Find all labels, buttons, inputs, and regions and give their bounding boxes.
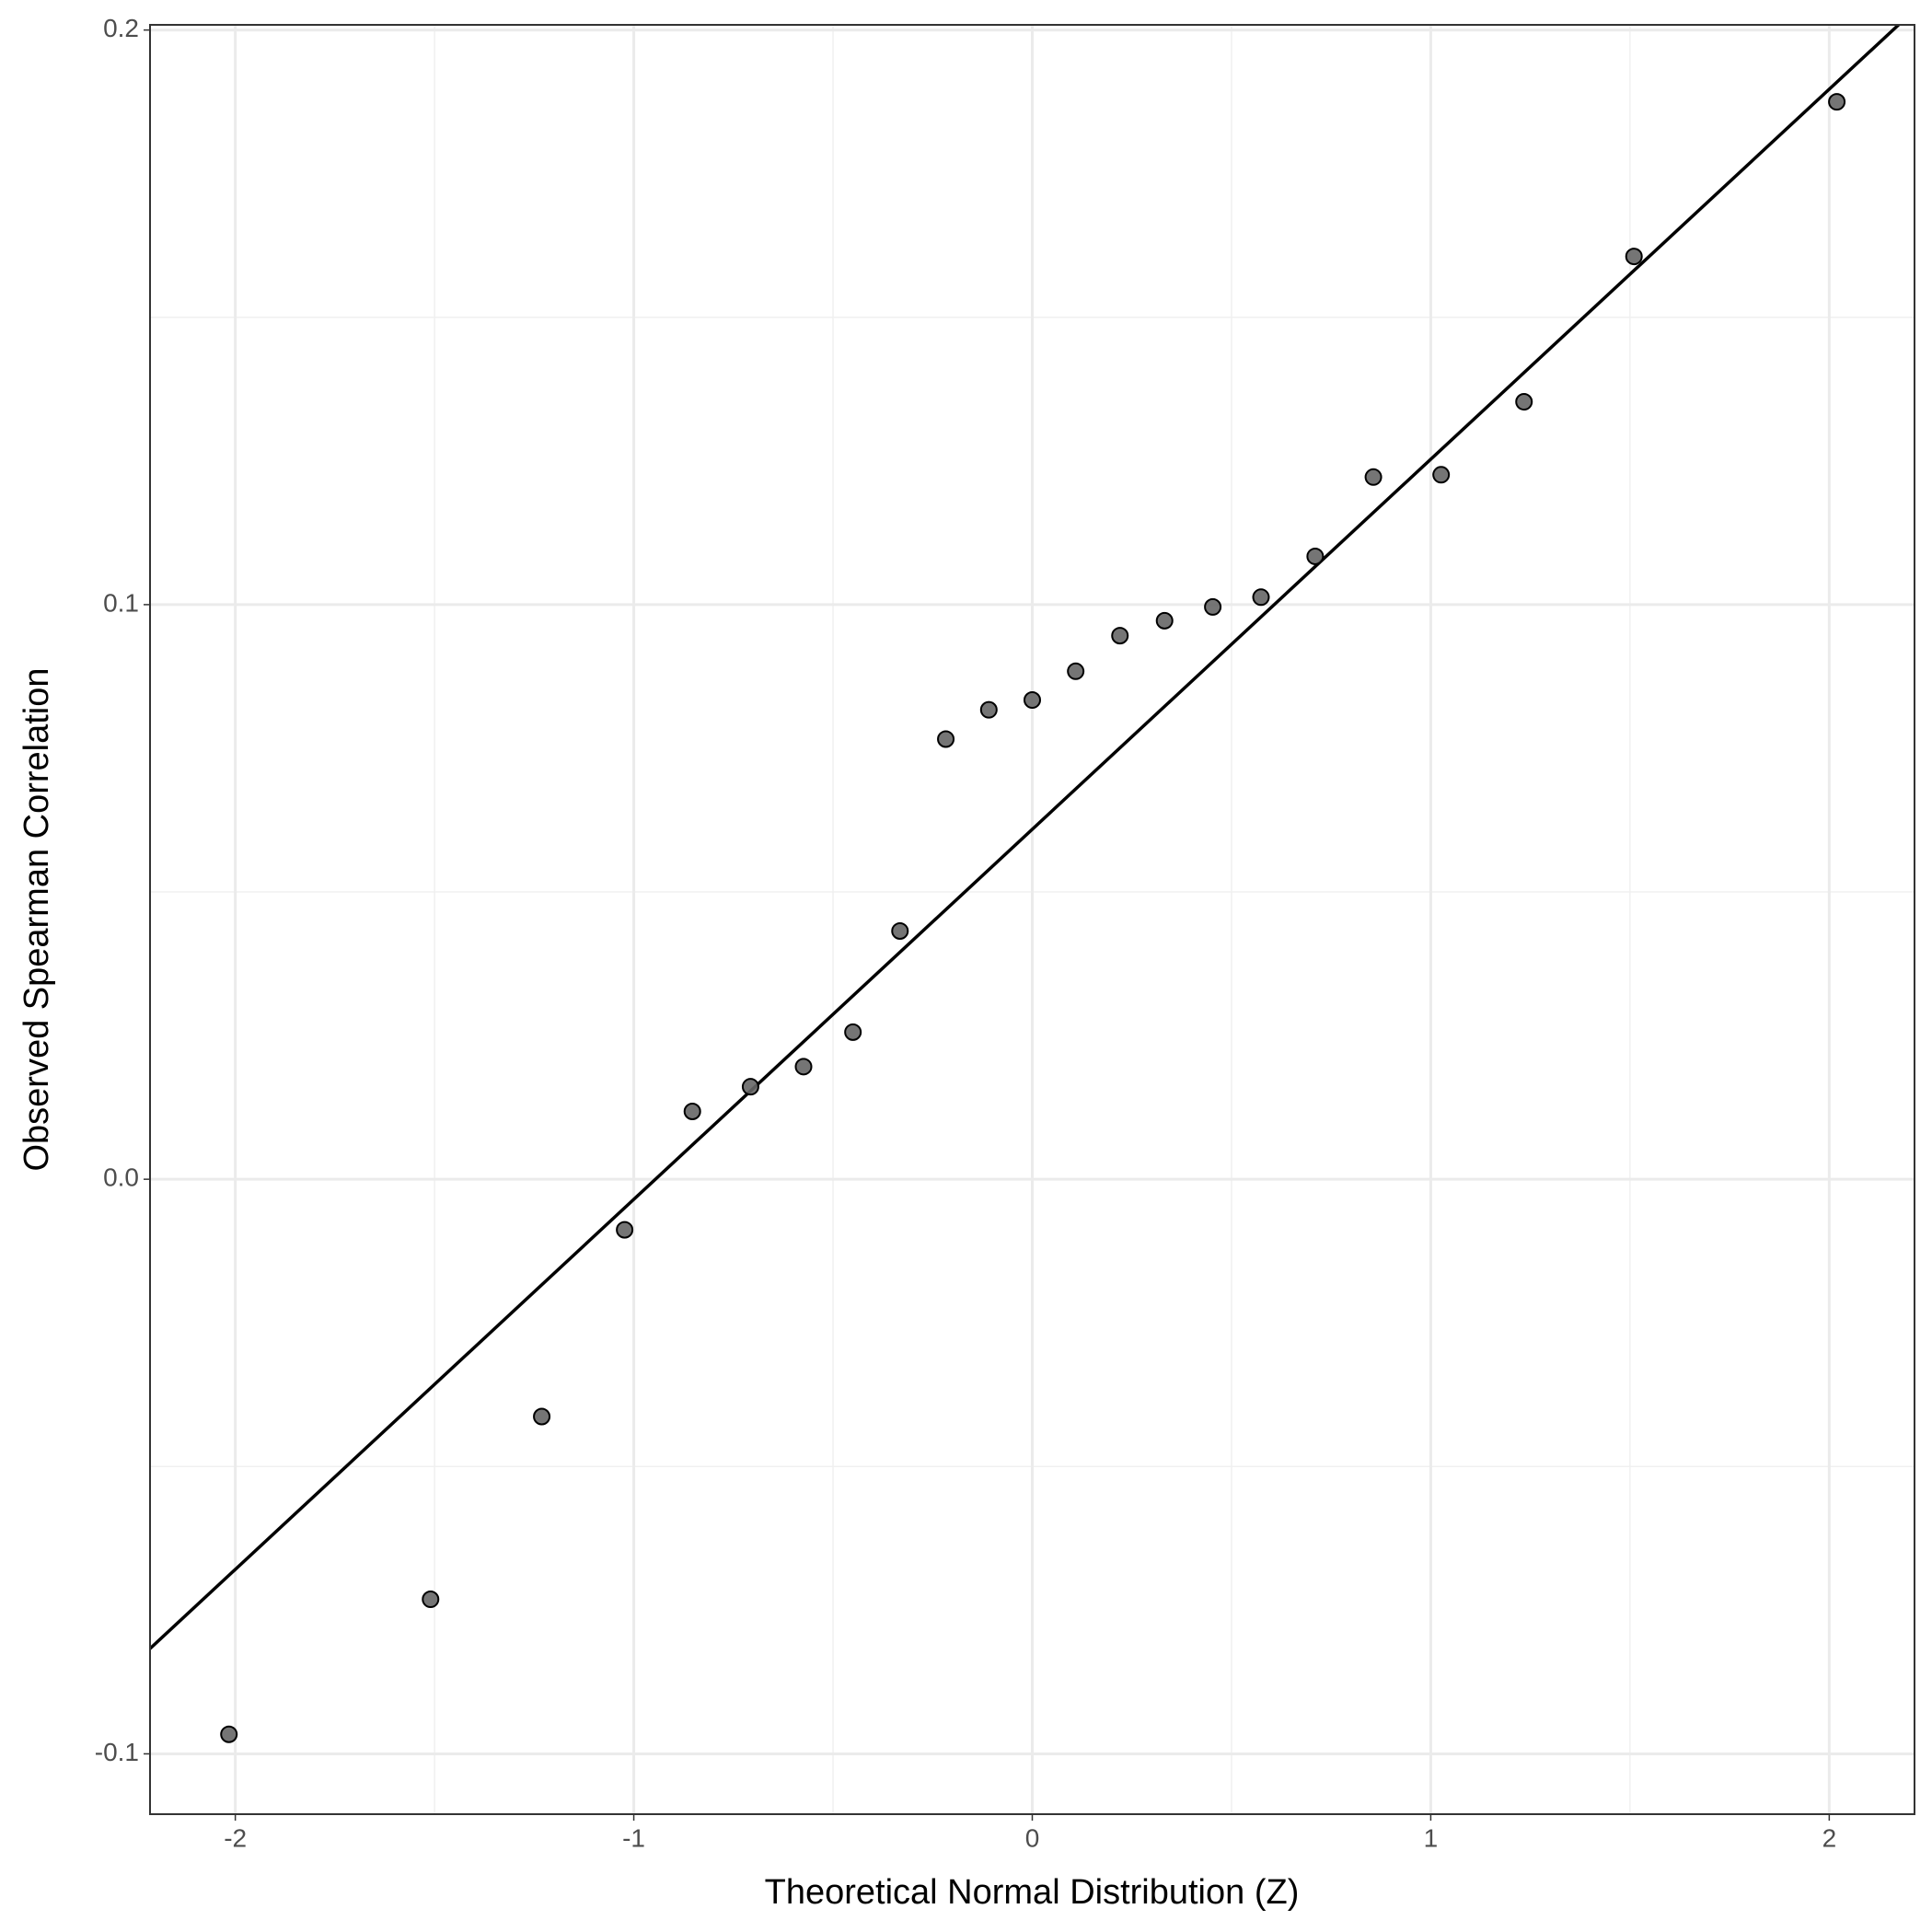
point [422, 1591, 440, 1609]
x-tick-label: -1 [622, 1823, 645, 1852]
x-tick-label: -2 [224, 1823, 247, 1852]
point [1155, 611, 1174, 630]
point [1828, 93, 1846, 111]
point [1204, 597, 1222, 616]
point [979, 700, 998, 719]
point [844, 1023, 862, 1041]
point [533, 1407, 551, 1426]
point [937, 730, 955, 748]
point [891, 921, 909, 940]
point [1111, 627, 1129, 645]
y-tick-label: -0.1 [95, 1738, 139, 1766]
point [1306, 547, 1325, 565]
y-axis-title: Observed Spearman Correlation [17, 667, 56, 1171]
point [741, 1078, 759, 1096]
x-tick-label: 2 [1822, 1823, 1837, 1852]
point [616, 1221, 634, 1239]
reference-line [150, 25, 1902, 1650]
point [1364, 468, 1382, 486]
point [1067, 662, 1085, 680]
y-tick-label: 0.2 [103, 14, 139, 42]
point [1432, 466, 1451, 484]
point [683, 1103, 701, 1121]
x-tick-label: 1 [1424, 1823, 1439, 1852]
x-tick-label: 0 [1025, 1823, 1040, 1852]
point [1024, 691, 1041, 710]
point [794, 1058, 813, 1076]
plot-border [149, 24, 1915, 1815]
point [1625, 248, 1643, 266]
point [1252, 588, 1270, 607]
y-tick-label: 0.1 [103, 588, 139, 617]
x-axis-title: Theoretical Normal Distribution (Z) [765, 1873, 1300, 1912]
y-tick-label: 0.0 [103, 1163, 139, 1192]
point [1515, 393, 1533, 411]
point [220, 1725, 238, 1743]
